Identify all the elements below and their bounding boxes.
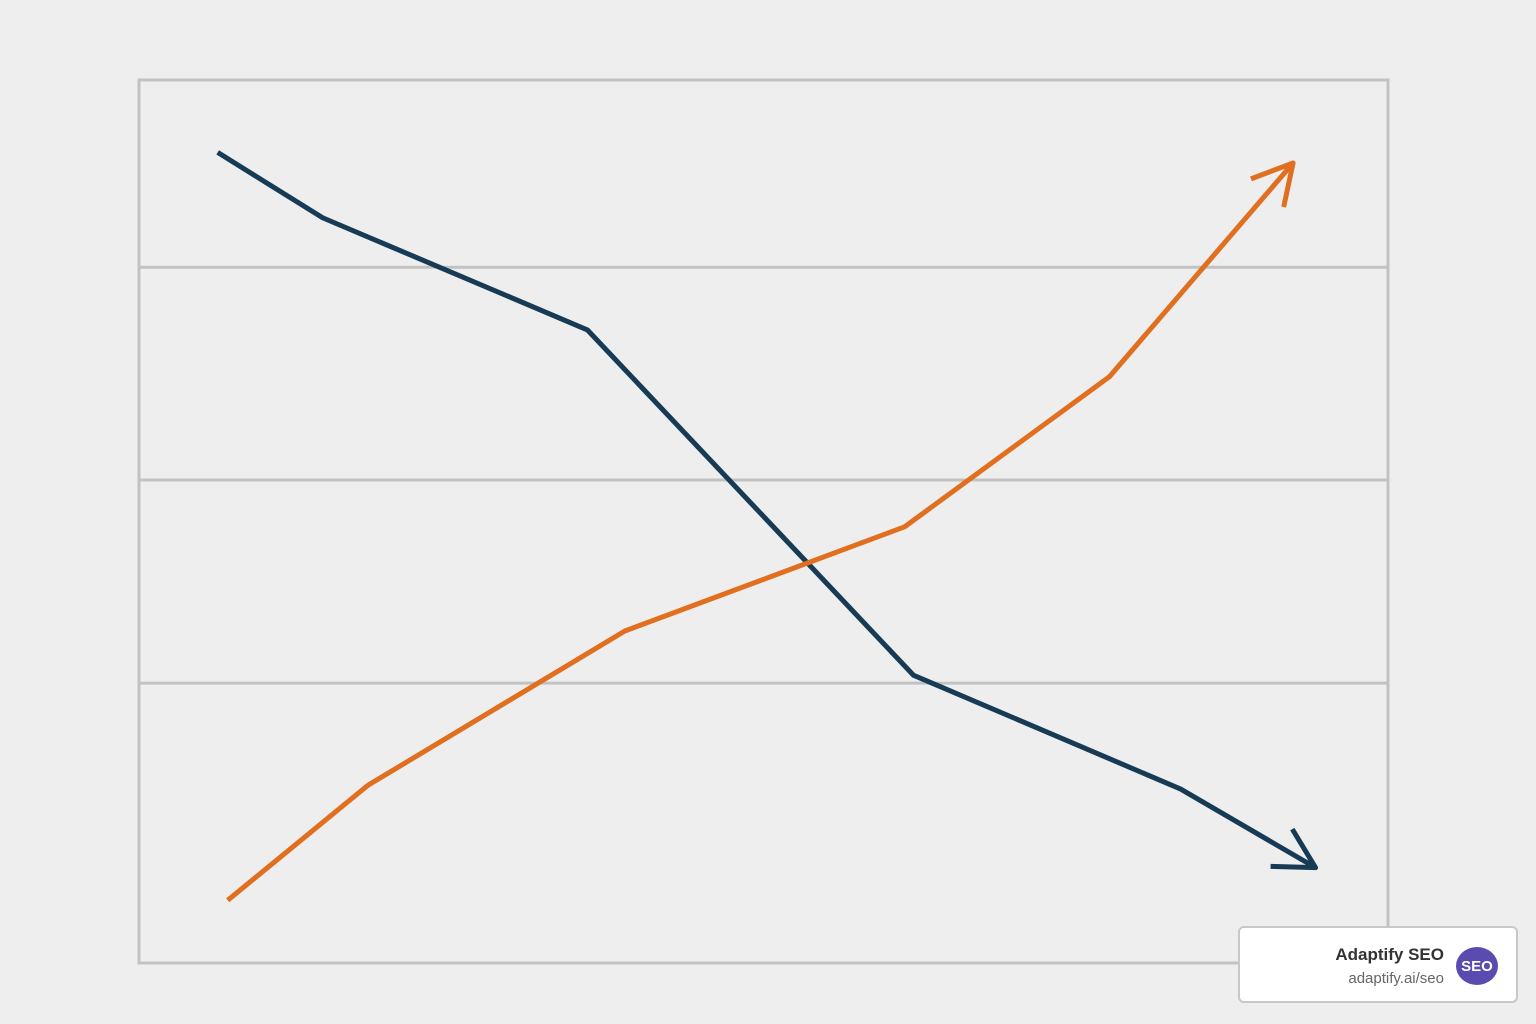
arrow-head	[1270, 827, 1319, 871]
badge: Adaptify SEO adaptify.ai/seo SEO	[1238, 926, 1518, 1003]
badge-icon: SEO	[1456, 947, 1498, 985]
badge-title: Adaptify SEO	[1335, 945, 1444, 964]
data-line	[216, 150, 1317, 870]
plot-frame	[137, 78, 1390, 965]
data-line	[226, 161, 1295, 903]
arrow-head	[1250, 160, 1296, 208]
badge-url: adaptify.ai/seo	[1348, 970, 1444, 987]
